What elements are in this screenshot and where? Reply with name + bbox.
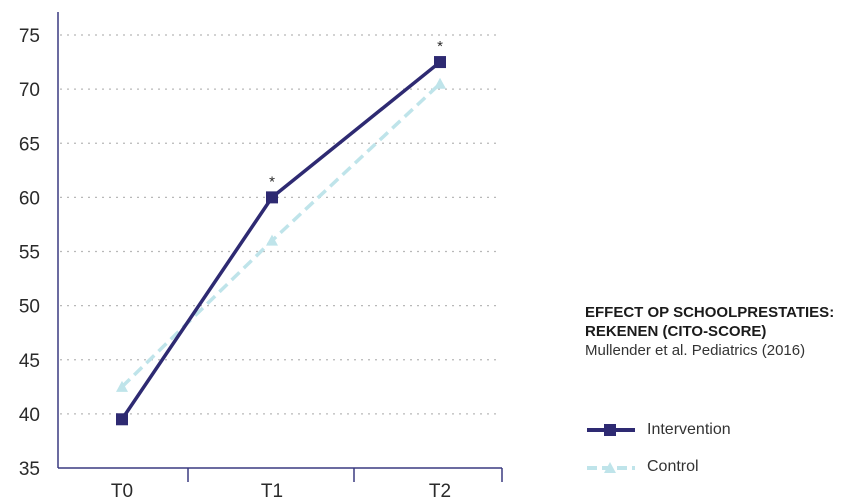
significance-marker: * [437,38,443,55]
y-tick-label: 60 [19,188,40,209]
series-line-control [120,82,442,389]
series-group: ** [116,38,446,426]
panel-source: Mullender et al. Pediatrics (2016) [585,342,806,359]
legend-label-control: Control [647,458,699,475]
series-line-intervention [120,60,442,421]
legend: Intervention Control [587,418,731,492]
x-tick-label: T1 [261,481,283,501]
data-point-control [266,234,278,246]
legend-label-intervention: Intervention [647,421,731,438]
y-tick-label: 70 [19,80,40,101]
series-control [116,77,446,392]
data-point-control [116,380,128,392]
chart-info-panel: EFFECT OP SCHOOLPRESTATIES: REKENEN (CIT… [585,303,853,360]
data-point-intervention [266,191,278,204]
data-point-intervention [116,413,128,426]
legend-item-intervention: Intervention [587,418,731,442]
y-tick-label: 40 [19,405,40,426]
significance-marker: * [269,173,275,190]
y-tick-label: 55 [19,243,40,264]
data-point-intervention [434,56,446,69]
legend-swatch-intervention [587,424,635,436]
legend-item-control: Control [587,455,731,479]
y-tick-label: 75 [19,26,40,47]
panel-title-line-1: EFFECT OP SCHOOLPRESTATIES: [585,304,835,321]
x-tick-labels: T0 T1 T2 [111,481,451,501]
x-tick-label: T0 [111,481,133,501]
legend-swatch-control [587,462,635,473]
y-tick-label: 45 [19,351,40,372]
y-tick-labels: 75 70 65 60 55 50 45 40 35 [19,26,40,480]
axes [57,12,503,482]
series-intervention: ** [116,38,446,426]
x-tick-label: T2 [429,481,451,501]
panel-title-line-2: REKENEN (CITO-SCORE) [585,323,767,340]
y-tick-label: 50 [19,297,40,318]
data-point-control [434,77,446,89]
y-tick-label: 65 [19,134,40,155]
gridlines [60,34,500,415]
y-tick-label: 35 [19,459,40,480]
